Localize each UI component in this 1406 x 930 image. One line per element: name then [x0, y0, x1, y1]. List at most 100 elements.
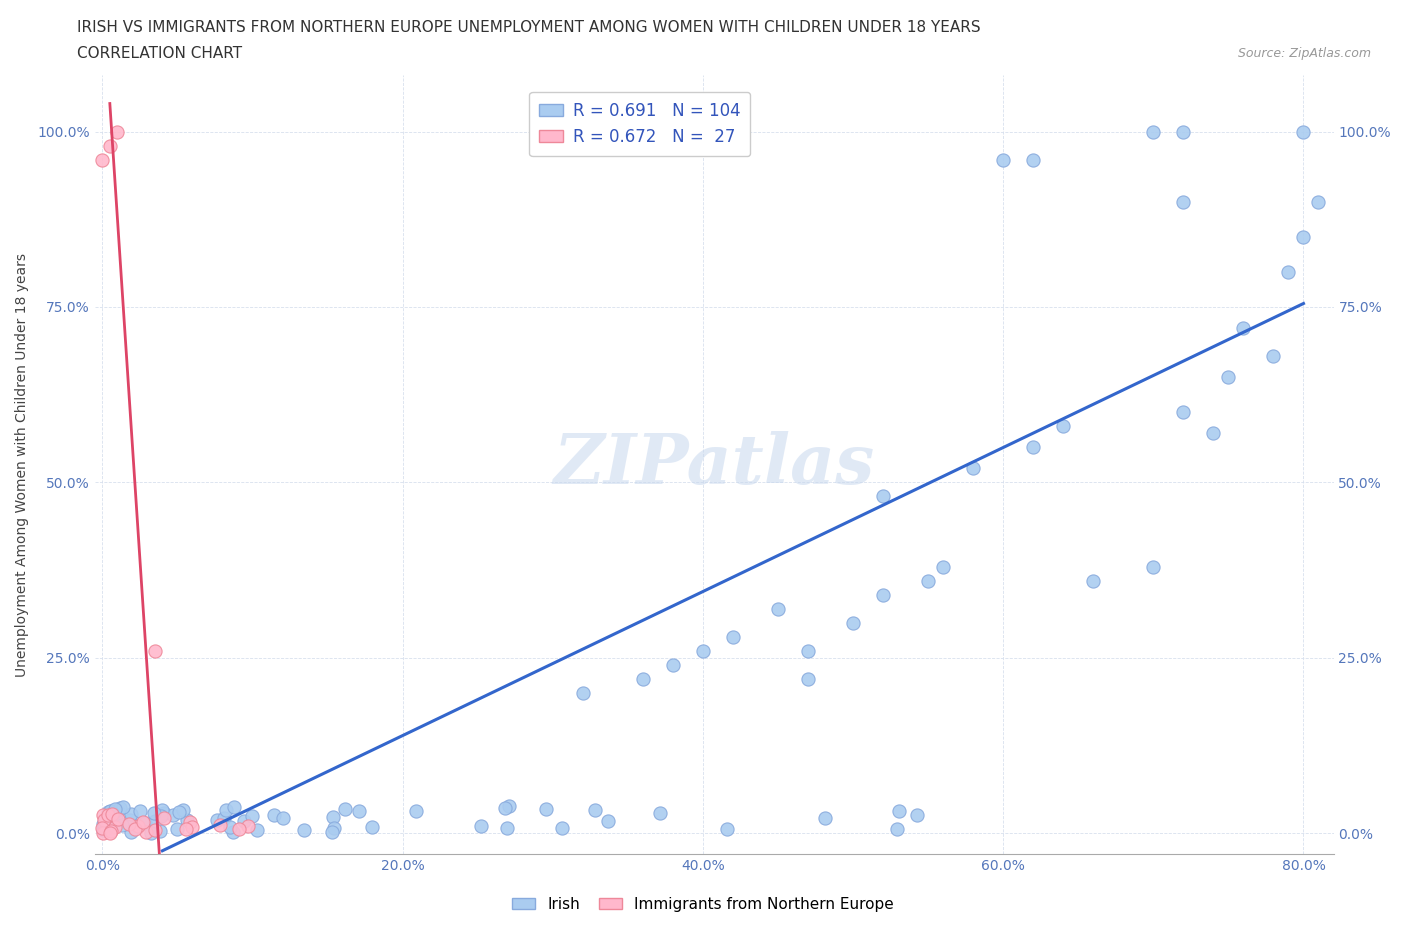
Point: [208, 817, 231, 832]
Point: [153, 810, 176, 825]
Point: [716, 821, 738, 836]
Point: [143, 814, 166, 829]
Point: [228, 821, 250, 836]
Text: IRISH VS IMMIGRANTS FROM NORTHERN EUROPE UNEMPLOYMENT AMONG WOMEN WITH CHILDREN : IRISH VS IMMIGRANTS FROM NORTHERN EUROPE…: [77, 20, 981, 35]
Point: [292, 822, 315, 837]
Point: [322, 821, 344, 836]
Point: [104, 820, 127, 835]
Point: [127, 818, 149, 833]
Point: [263, 807, 285, 822]
Point: [96, 814, 118, 829]
Point: [97, 817, 120, 832]
Point: [93, 817, 115, 832]
Point: [872, 489, 894, 504]
Point: [1083, 573, 1105, 588]
Point: [176, 813, 198, 828]
Point: [91, 822, 114, 837]
Point: [129, 804, 152, 818]
Point: [1232, 321, 1254, 336]
Point: [1173, 124, 1195, 139]
Y-axis label: Unemployment Among Women with Children Under 18 years: Unemployment Among Women with Children U…: [15, 253, 30, 677]
Point: [1142, 559, 1164, 574]
Point: [993, 153, 1015, 167]
Point: [150, 809, 173, 824]
Point: [240, 809, 263, 824]
Point: [181, 819, 204, 834]
Point: [120, 825, 142, 840]
Point: [107, 812, 129, 827]
Point: [207, 813, 229, 828]
Point: [1022, 153, 1045, 167]
Point: [98, 825, 121, 840]
Point: [1173, 194, 1195, 209]
Point: [335, 802, 357, 817]
Point: [167, 804, 190, 819]
Point: [872, 587, 894, 602]
Point: [470, 818, 492, 833]
Point: [360, 819, 382, 834]
Point: [96, 822, 118, 837]
Point: [721, 630, 744, 644]
Point: [118, 817, 141, 831]
Point: [572, 685, 595, 700]
Point: [271, 811, 294, 826]
Point: [1173, 405, 1195, 419]
Point: [212, 811, 235, 826]
Point: [246, 822, 269, 837]
Point: [1292, 124, 1315, 139]
Point: [797, 644, 820, 658]
Point: [662, 658, 685, 672]
Point: [152, 805, 174, 820]
Point: [814, 810, 837, 825]
Point: [98, 812, 121, 827]
Point: [692, 644, 714, 658]
Point: [321, 825, 343, 840]
Point: [93, 813, 115, 828]
Point: [1022, 440, 1045, 455]
Point: [94, 821, 117, 836]
Point: [97, 813, 120, 828]
Point: [236, 818, 259, 833]
Legend: R = 0.691   N = 104, R = 0.672   N =  27: R = 0.691 N = 104, R = 0.672 N = 27: [530, 91, 751, 156]
Point: [766, 602, 789, 617]
Point: [143, 805, 166, 820]
Point: [111, 818, 134, 833]
Point: [100, 823, 122, 838]
Text: CORRELATION CHART: CORRELATION CHART: [77, 46, 242, 61]
Point: [100, 804, 122, 818]
Point: [100, 804, 122, 818]
Point: [1218, 370, 1240, 385]
Point: [108, 801, 131, 816]
Point: [134, 816, 156, 830]
Point: [91, 817, 114, 831]
Point: [222, 824, 245, 839]
Point: [104, 804, 127, 818]
Point: [98, 139, 121, 153]
Point: [648, 805, 671, 820]
Point: [222, 800, 245, 815]
Point: [631, 671, 654, 686]
Point: [233, 814, 256, 829]
Point: [105, 124, 128, 139]
Point: [886, 821, 908, 836]
Point: [551, 820, 574, 835]
Point: [917, 573, 939, 588]
Point: [143, 644, 166, 658]
Point: [120, 813, 142, 828]
Point: [94, 817, 117, 831]
Point: [166, 822, 188, 837]
Point: [598, 814, 620, 829]
Point: [94, 813, 117, 828]
Point: [97, 807, 120, 822]
Point: [962, 461, 984, 476]
Point: [887, 804, 910, 818]
Point: [172, 803, 194, 817]
Text: ZIPatlas: ZIPatlas: [554, 432, 875, 498]
Point: [1308, 194, 1330, 209]
Point: [120, 807, 142, 822]
Point: [107, 804, 129, 819]
Point: [131, 815, 153, 830]
Point: [91, 807, 114, 822]
Point: [143, 822, 166, 837]
Point: [162, 807, 184, 822]
